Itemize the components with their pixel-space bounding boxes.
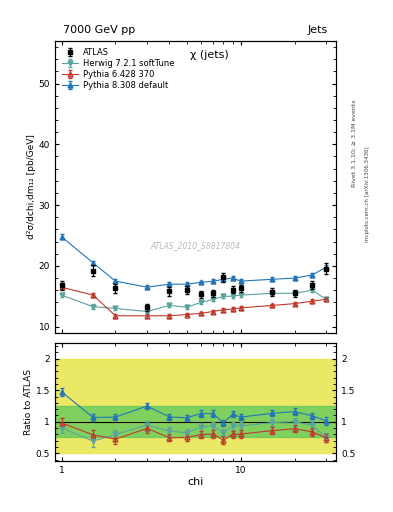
- Bar: [55, 406, 336, 437]
- Legend: ATLAS, Herwig 7.2.1 softTune, Pythia 6.428 370, Pythia 8.308 default: ATLAS, Herwig 7.2.1 softTune, Pythia 6.4…: [59, 45, 176, 92]
- Text: Jets: Jets: [307, 25, 328, 35]
- Text: ATLAS_2010_S8817804: ATLAS_2010_S8817804: [151, 241, 241, 250]
- Bar: [55, 359, 336, 453]
- Text: mcplots.cern.ch [arXiv:1306.3436]: mcplots.cern.ch [arXiv:1306.3436]: [365, 147, 371, 242]
- Y-axis label: d²σ/dchi,dm₁₂ [pb/GeV]: d²σ/dchi,dm₁₂ [pb/GeV]: [27, 135, 36, 239]
- Y-axis label: Ratio to ATLAS: Ratio to ATLAS: [24, 369, 33, 435]
- Text: χ (jets): χ (jets): [190, 50, 229, 60]
- Text: Rivet 3.1.10; ≥ 3.1M events: Rivet 3.1.10; ≥ 3.1M events: [352, 99, 357, 187]
- X-axis label: chi: chi: [187, 477, 204, 487]
- Text: 7000 GeV pp: 7000 GeV pp: [63, 25, 136, 35]
